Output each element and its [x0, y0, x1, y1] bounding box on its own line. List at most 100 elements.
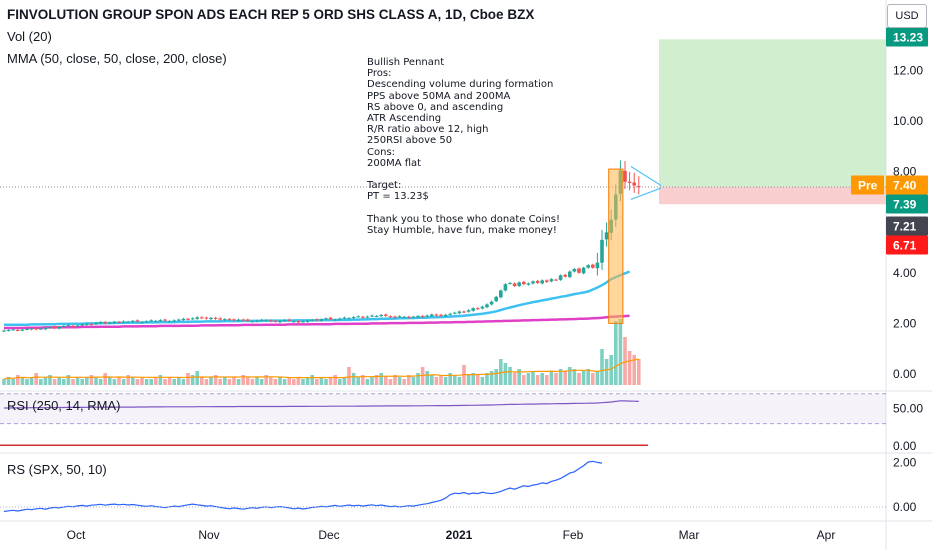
pre-badge [851, 175, 884, 195]
target-zone[interactable] [659, 39, 886, 187]
candle-body [94, 322, 98, 325]
volume-bar [485, 373, 489, 385]
x-axis[interactable]: Oct Nov Dec 2021 Feb Mar Apr [67, 528, 836, 542]
chart-annotation-note[interactable]: Bullish Pennant Pros: Descending volume … [367, 57, 561, 237]
volume-bar [232, 377, 236, 385]
volume-bar [255, 377, 259, 385]
volume-bar [549, 371, 554, 385]
candle-body [250, 321, 255, 323]
pennant-highlight[interactable] [608, 168, 624, 324]
volume-bar [6, 377, 11, 385]
price-badges: 13.23 7.40 Pre 7.39 7.21 6.71 [851, 27, 928, 255]
x-tick-label: 2021 [446, 528, 473, 542]
candle-body [319, 319, 324, 321]
mma-indicator-label[interactable]: MMA (50, close, 50, close, 200, close) [7, 51, 227, 66]
volume-bar [347, 367, 351, 385]
candle-body [545, 280, 549, 282]
volume-bar [370, 377, 374, 385]
candle-body [494, 296, 498, 302]
candle-body [540, 280, 544, 284]
candle-body [577, 268, 581, 273]
candle-body [522, 281, 526, 285]
candle-body [627, 181, 632, 183]
volume-bar [11, 379, 15, 385]
candle-body [623, 170, 627, 182]
volume-bar [149, 379, 153, 385]
candle-body [586, 265, 590, 268]
candle-body [282, 320, 287, 322]
candle-body [310, 319, 314, 321]
candle-body [25, 328, 29, 330]
price-badge-label: 13.23 [893, 31, 923, 45]
volume-bar [402, 379, 406, 385]
volume-bar [16, 375, 20, 385]
candle-body [591, 264, 595, 268]
stop-zone[interactable] [659, 186, 886, 205]
volume-bar [471, 373, 475, 385]
volume-indicator-label[interactable]: Vol (20) [7, 29, 52, 44]
volume-bar [338, 379, 342, 385]
candle-body [227, 319, 232, 321]
candle-body [80, 324, 84, 326]
candle-body [315, 319, 319, 321]
volume-bar [108, 377, 112, 385]
volume-bar [361, 375, 365, 385]
candle-body [200, 317, 204, 319]
rs-indicator-label[interactable]: RS (SPX, 50, 10) [7, 462, 107, 477]
rsi-tick-label: 50.00 [893, 402, 923, 416]
volume-bar [517, 369, 521, 385]
volume-ma-line [3, 358, 639, 380]
price-tick-label: 10.00 [893, 114, 923, 128]
candle-body [2, 330, 6, 332]
candle-body [402, 316, 406, 318]
candle-body [98, 322, 103, 324]
candle-body [177, 319, 181, 321]
x-tick-label: Oct [67, 528, 86, 542]
volume-bar [494, 369, 498, 385]
volume-bar [213, 375, 218, 385]
candle-body [57, 326, 61, 329]
candle-body [34, 328, 38, 330]
volume-bar [614, 321, 618, 385]
candle-body [512, 283, 517, 286]
y-axis[interactable]: 0.002.004.006.008.0010.0012.000.0050.000… [893, 63, 923, 514]
volume-bar [103, 373, 107, 385]
volume-bar [319, 377, 324, 385]
candle-body [172, 320, 176, 322]
volume-bar [126, 375, 130, 385]
volume-bar [75, 377, 80, 385]
x-tick-label: Apr [817, 528, 836, 542]
pennant-lower-line [630, 187, 662, 200]
volume-bar [480, 377, 485, 385]
volume-bar [227, 379, 232, 385]
candle-body [466, 310, 471, 312]
candle-body [163, 319, 167, 321]
candle-body [338, 318, 342, 320]
candle-body [126, 321, 130, 323]
volume-bar [351, 373, 356, 385]
mma-50-line [4, 270, 631, 326]
candle-body [241, 319, 245, 321]
volume-bar [112, 379, 117, 385]
volume-bar [236, 379, 241, 385]
candle-body [388, 316, 393, 318]
candle-body [411, 316, 416, 318]
rs-tick-label: 2.00 [893, 455, 917, 469]
volume-bar [439, 375, 443, 385]
candle-body [347, 318, 351, 320]
volume-bar [250, 379, 255, 385]
volume-bar [57, 377, 61, 385]
volume-bar [581, 371, 586, 385]
candle-body [526, 283, 531, 285]
volume-bar [80, 379, 84, 385]
volume-bar [2, 379, 6, 385]
candle-body [370, 315, 374, 317]
rsi-indicator-label[interactable]: RSI (250, 14, RMA) [7, 398, 121, 413]
candle-body [112, 321, 117, 324]
volume-bar [209, 377, 213, 385]
volume-bar [604, 359, 609, 385]
candle-body [292, 321, 296, 323]
currency-button[interactable]: USD [887, 4, 927, 28]
symbol-title[interactable]: FINVOLUTION GROUP SPON ADS EACH REP 5 OR… [7, 7, 535, 22]
